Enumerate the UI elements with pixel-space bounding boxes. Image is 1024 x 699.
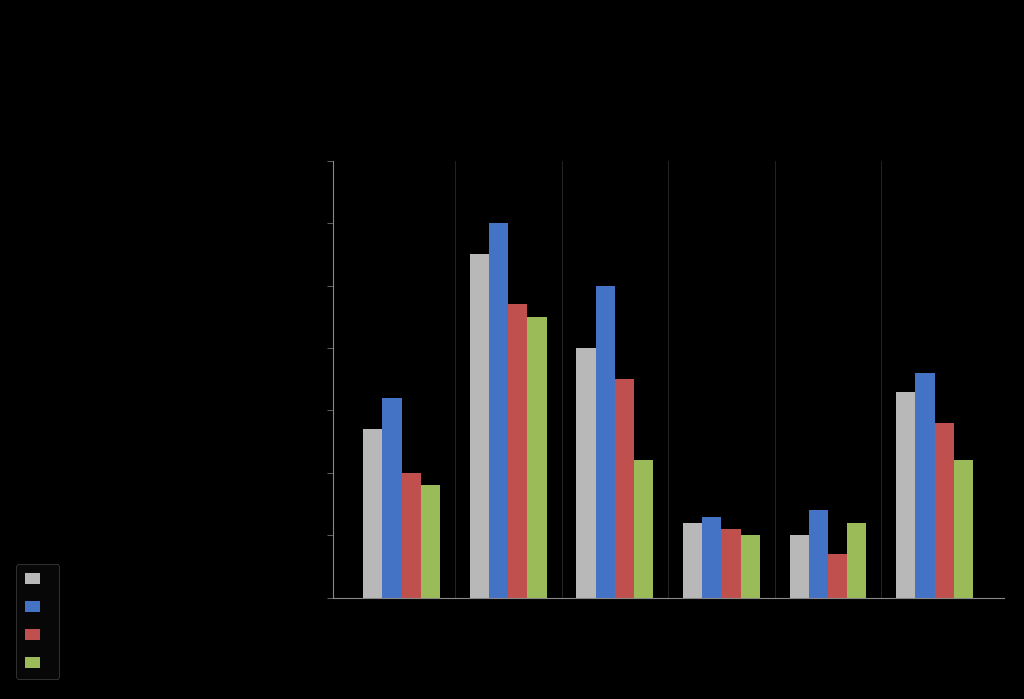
Bar (364, 429, 383, 598)
Bar (953, 461, 973, 598)
Bar (470, 254, 489, 598)
Bar (896, 391, 915, 598)
Bar (634, 461, 653, 598)
Bar (828, 554, 847, 598)
Bar (421, 485, 440, 598)
Bar (722, 529, 740, 598)
Bar (508, 304, 527, 598)
Bar (401, 473, 421, 598)
Legend:  ,  ,  ,  : , , , (16, 564, 59, 679)
Bar (596, 286, 614, 598)
Bar (489, 223, 508, 598)
Bar (740, 535, 760, 598)
Bar (683, 523, 702, 598)
Bar (809, 510, 828, 598)
Bar (847, 523, 866, 598)
Bar (614, 379, 634, 598)
Bar (383, 398, 401, 598)
Bar (915, 373, 935, 598)
Bar (577, 348, 596, 598)
Bar (527, 317, 547, 598)
Bar (702, 517, 722, 598)
Bar (935, 423, 953, 598)
Bar (790, 535, 809, 598)
